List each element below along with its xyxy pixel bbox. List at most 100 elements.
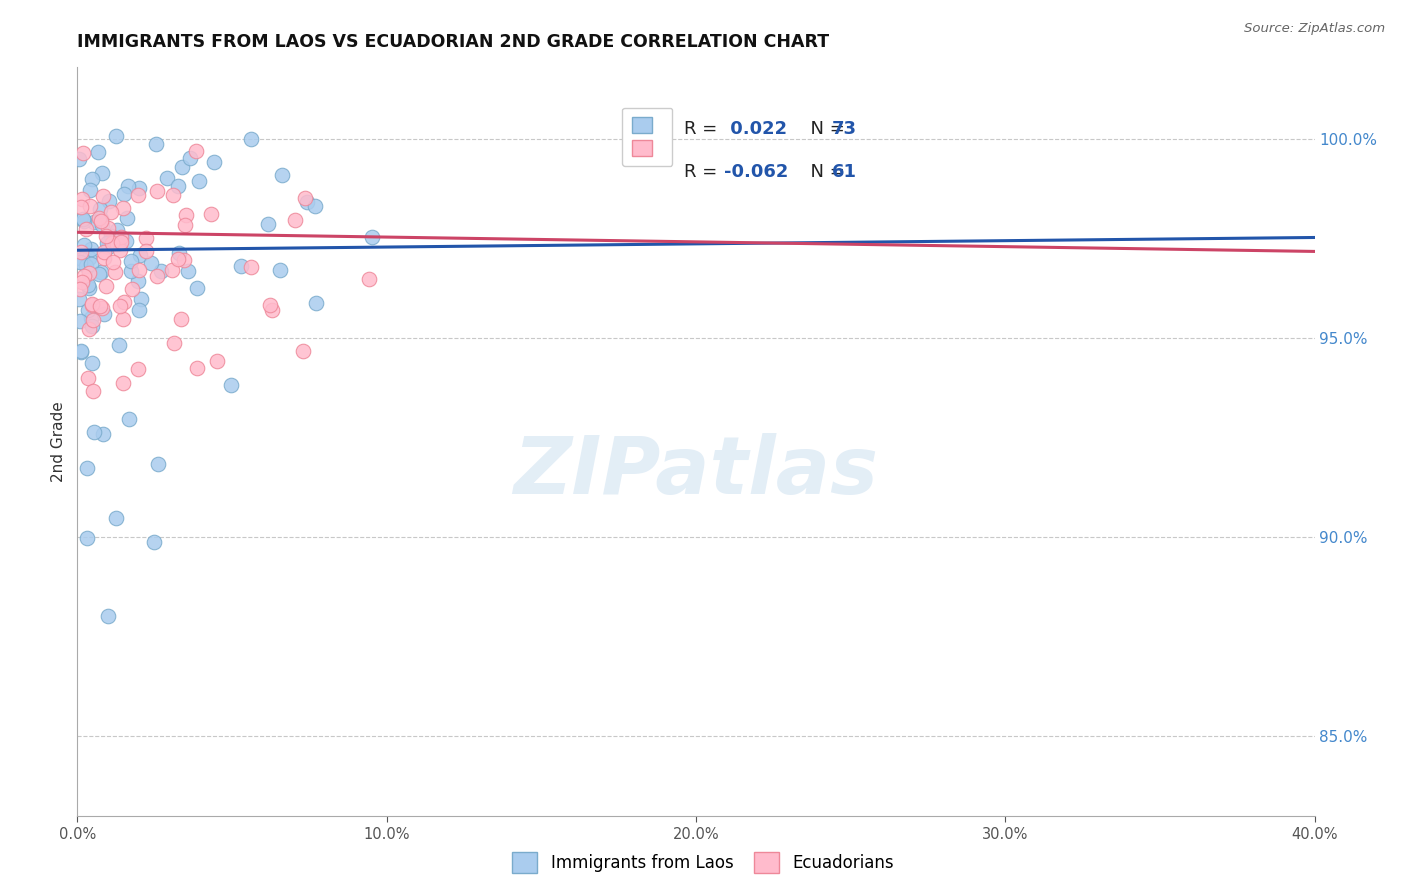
Point (128, 262, 150, 277)
Point (120, 264, 142, 278)
Point (89, 299, 111, 313)
Point (110, 235, 132, 249)
Point (167, 179, 190, 194)
Point (128, 181, 150, 195)
Point (96, 235, 118, 250)
Point (82, 313, 104, 327)
Point (127, 188, 149, 202)
Point (80, 310, 103, 325)
Point (69, 255, 91, 269)
Point (167, 246, 190, 260)
Point (219, 378, 242, 392)
Point (259, 298, 281, 312)
Point (82, 318, 104, 333)
Point (108, 243, 131, 257)
Point (131, 0, 153, 7)
Point (361, 230, 384, 244)
Point (77, 266, 100, 280)
Point (70, 252, 93, 266)
Text: Source: ZipAtlas.com: Source: ZipAtlas.com (1244, 22, 1385, 36)
Text: IMMIGRANTS FROM LAOS VS ECUADORIAN 2ND GRADE CORRELATION CHART: IMMIGRANTS FROM LAOS VS ECUADORIAN 2ND G… (77, 34, 830, 52)
Point (73, 269, 96, 284)
Point (271, 169, 294, 183)
Point (107, 337, 129, 351)
Point (284, 213, 307, 227)
Point (105, 236, 128, 251)
Point (128, 302, 150, 317)
Point (83, 425, 105, 439)
Point (179, 151, 201, 165)
Point (117, 178, 139, 193)
Point (76, 461, 98, 475)
Point (86, 145, 108, 159)
Point (90, 265, 112, 279)
Point (90, 214, 112, 228)
Point (82, 384, 104, 398)
Point (83, 215, 105, 229)
Text: N =: N = (799, 163, 851, 181)
Point (79, 199, 101, 213)
Point (72, 192, 94, 206)
Point (104, 265, 127, 279)
Point (105, 511, 128, 525)
Point (70, 275, 93, 289)
Point (127, 274, 149, 288)
Point (69, 343, 91, 358)
Point (104, 128, 127, 143)
Point (260, 303, 283, 318)
Point (76, 277, 98, 292)
Point (176, 264, 198, 278)
Point (294, 191, 316, 205)
Point (91, 301, 114, 315)
Point (93, 251, 115, 265)
Point (135, 244, 157, 259)
Point (91, 189, 114, 203)
Point (145, 136, 167, 151)
Point (80, 257, 103, 271)
Point (174, 218, 197, 232)
Point (76, 302, 98, 317)
Point (150, 264, 173, 278)
Point (142, 534, 165, 549)
Point (108, 299, 131, 313)
Point (111, 202, 134, 216)
Text: 0.022: 0.022 (724, 120, 787, 138)
Point (100, 228, 122, 243)
Point (186, 361, 208, 376)
Point (135, 231, 157, 245)
Point (105, 223, 128, 237)
Point (100, 205, 122, 219)
Point (207, 353, 229, 368)
Point (115, 234, 138, 248)
Point (148, 457, 170, 471)
Point (93, 245, 115, 260)
Point (73, 214, 96, 228)
Point (120, 254, 142, 268)
Point (202, 154, 225, 169)
Point (160, 263, 183, 277)
Point (239, 132, 262, 146)
Point (146, 269, 169, 284)
Point (112, 376, 135, 390)
Point (359, 272, 381, 286)
Point (72, 146, 94, 161)
Point (94, 228, 117, 243)
Point (173, 253, 195, 268)
Point (174, 208, 197, 222)
Point (304, 199, 326, 213)
Point (240, 260, 263, 274)
Point (80, 296, 103, 310)
Point (111, 312, 134, 326)
Point (141, 256, 163, 270)
Point (70, 200, 93, 214)
Point (75, 221, 97, 235)
Point (70, 344, 93, 359)
Point (91, 218, 114, 232)
Point (82, 171, 104, 186)
Point (163, 336, 186, 351)
Point (70, 245, 93, 260)
Point (184, 144, 207, 158)
Point (117, 211, 139, 225)
Text: N =: N = (799, 120, 851, 138)
Point (67, 293, 90, 307)
